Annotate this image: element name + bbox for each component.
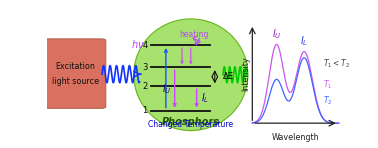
Text: Changed Temperature: Changed Temperature <box>148 120 233 130</box>
Text: $I_L$: $I_L$ <box>201 91 209 105</box>
Text: $I_U$: $I_U$ <box>272 27 281 41</box>
Text: 2: 2 <box>142 82 147 91</box>
Text: 1: 1 <box>142 106 147 115</box>
Text: Wavelength: Wavelength <box>272 133 319 142</box>
Text: $I_L$: $I_L$ <box>300 34 308 48</box>
Text: Intensity: Intensity <box>242 56 250 91</box>
Text: Excitation: Excitation <box>55 62 95 71</box>
Text: 3: 3 <box>142 63 147 72</box>
Text: ΔE: ΔE <box>223 72 234 81</box>
Text: $h\nu$: $h\nu$ <box>132 38 145 50</box>
Text: 4: 4 <box>142 41 147 50</box>
Text: light source: light source <box>51 77 99 86</box>
Text: $T_2$: $T_2$ <box>323 94 333 107</box>
Text: $T_1$: $T_1$ <box>323 79 333 91</box>
Ellipse shape <box>134 19 248 131</box>
Text: Phosphors: Phosphors <box>162 117 220 127</box>
Text: $I_U$: $I_U$ <box>162 82 172 96</box>
Text: $T_1 < T_2$: $T_1 < T_2$ <box>323 58 350 70</box>
Text: heating: heating <box>179 30 208 39</box>
FancyBboxPatch shape <box>44 39 106 108</box>
